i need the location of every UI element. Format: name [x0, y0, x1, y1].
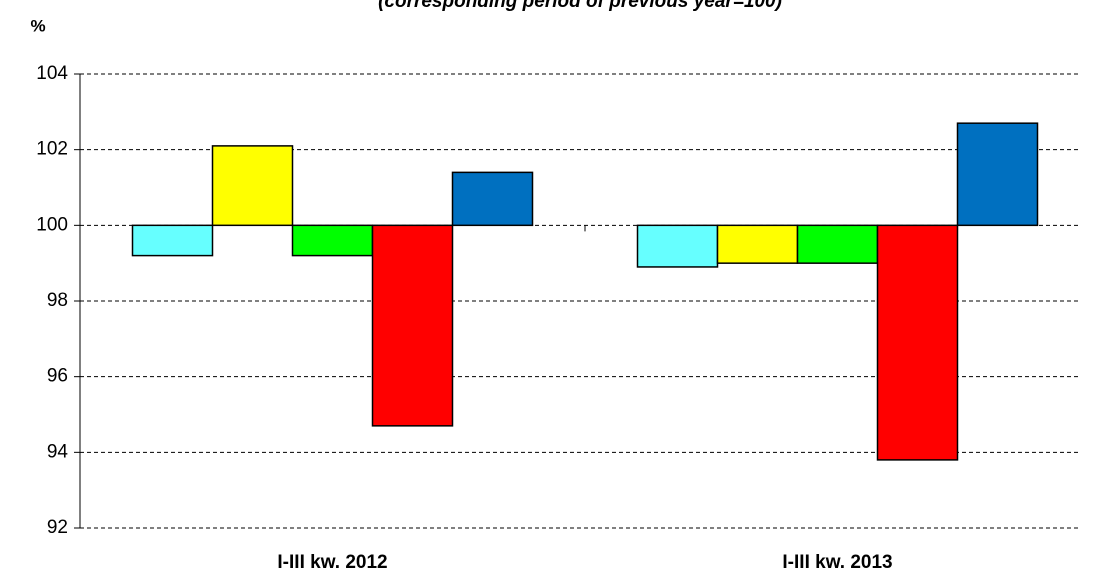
- bar: [716, 224, 799, 264]
- x-tick-label: I-III kw. 2012: [277, 552, 387, 573]
- bar: [291, 224, 374, 257]
- bar: [131, 224, 214, 257]
- bar: [211, 145, 294, 227]
- bar: [636, 224, 719, 268]
- y-tick-label: 96: [47, 366, 68, 387]
- bar: [876, 224, 959, 461]
- y-tick-label: 98: [47, 290, 68, 311]
- x-tick-label: I-III kw. 2013: [782, 552, 892, 573]
- y-tick-label: 102: [36, 139, 68, 160]
- y-tick-label: 92: [47, 517, 68, 538]
- y-tick-label: 100: [36, 214, 68, 235]
- bar: [956, 122, 1039, 227]
- bar: [796, 224, 879, 264]
- y-axis-label: %: [30, 16, 45, 35]
- y-tick-label: 104: [36, 63, 68, 84]
- bar: [371, 224, 454, 427]
- bar: [451, 171, 534, 227]
- chart-subtitle: (corresponding period of previous year=1…: [378, 0, 782, 12]
- y-tick-label: 94: [47, 441, 69, 462]
